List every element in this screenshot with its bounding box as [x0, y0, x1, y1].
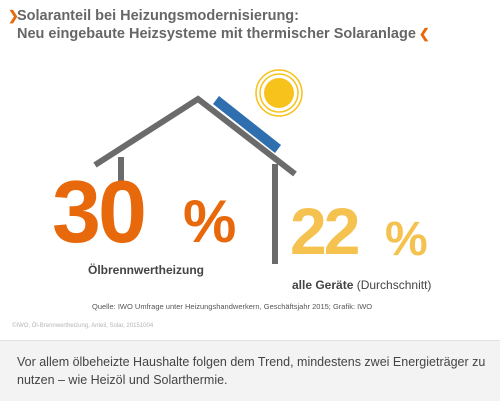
stat-unit-oil: %	[183, 188, 237, 255]
source-note: Quelle: IWO Umfrage unter Heizungshandwe…	[92, 302, 373, 311]
chevron-right-icon: ❯	[8, 8, 19, 23]
stat-unit-all: %	[385, 213, 428, 266]
solar-panel-icon	[213, 96, 281, 153]
sun-icon	[255, 69, 303, 117]
stat-label-oil: Ölbrennwertheizung	[88, 263, 205, 277]
stat-value-all: 22	[290, 194, 360, 268]
infographic: ❯Solaranteil bei Heizungsmodernisierung:…	[8, 7, 478, 329]
image-credit: ©IWO, Öl-Brennwertheizung, Anteil, Solar…	[12, 323, 154, 329]
stat-label-all: alle Geräte (Durchschnitt)	[292, 278, 431, 292]
title-line-2: Neu eingebaute Heizsysteme mit thermisch…	[17, 26, 416, 42]
title-line-1: Solaranteil bei Heizungsmodernisierung:	[17, 8, 299, 24]
caption-box: Vor allem ölbeheizte Haushalte folgen de…	[0, 340, 500, 401]
infographic-title: ❯Solaranteil bei Heizungsmodernisierung:…	[8, 7, 478, 43]
stat-label-all-rest: (Durchschnitt)	[353, 278, 432, 292]
stat-label-all-bold: alle Geräte	[292, 278, 354, 292]
chevron-left-icon: ❮	[418, 26, 430, 41]
house-icon	[93, 95, 297, 264]
stat-value-oil: 30	[52, 162, 147, 261]
caption-text: Vor allem ölbeheizte Haushalte folgen de…	[17, 355, 486, 387]
house-illustration	[93, 69, 303, 264]
